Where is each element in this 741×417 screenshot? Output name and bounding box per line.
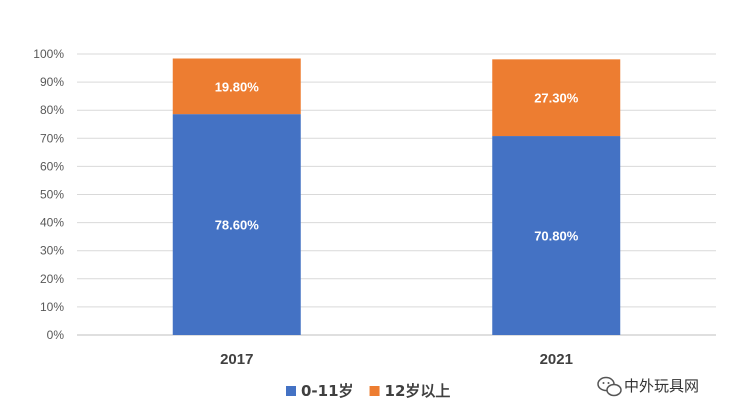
wechat-icon [597, 376, 622, 397]
bar-series1-2017 [172, 114, 301, 335]
x-axis-category-labels: 2017 2021 [220, 351, 573, 368]
legend: 0-11岁 12岁以上 [286, 382, 450, 400]
legend-swatch [286, 386, 296, 396]
y-tick-label: 0% [47, 328, 65, 342]
y-tick-label: 30% [40, 244, 64, 258]
legend-label: 12岁以上 [385, 382, 451, 400]
bar-series1-2021 [492, 136, 621, 335]
legend-label: 0-11岁 [301, 382, 354, 400]
y-tick-label: 40% [40, 216, 64, 230]
y-tick-label: 20% [40, 272, 64, 286]
bar-series2-2021 [492, 59, 621, 137]
y-tick-label: 90% [40, 75, 64, 89]
data-label: 27.30% [534, 91, 579, 106]
y-tick-label: 60% [40, 159, 64, 173]
y-tick-label: 10% [40, 300, 64, 314]
y-tick-label: 80% [40, 103, 64, 117]
bar-series2-2017 [172, 58, 301, 115]
watermark-text: 中外玩具网 [624, 377, 699, 395]
bars: 78.60% 19.80% 70.80% 27.30% [172, 58, 621, 335]
category-label: 2021 [540, 351, 573, 368]
watermark: 中外玩具网 [597, 376, 699, 397]
data-label: 78.60% [215, 218, 260, 233]
y-tick-label: 70% [40, 131, 64, 145]
y-tick-label: 50% [40, 188, 64, 202]
data-label: 70.80% [534, 229, 579, 244]
y-tick-label: 100% [33, 47, 64, 61]
legend-swatch [369, 386, 380, 396]
category-label: 2017 [220, 351, 253, 368]
data-label: 19.80% [215, 79, 260, 94]
y-axis-tick-labels: 0% 10% 20% 30% 40% 50% 60% 70% 80% 90% 100% [33, 47, 64, 342]
